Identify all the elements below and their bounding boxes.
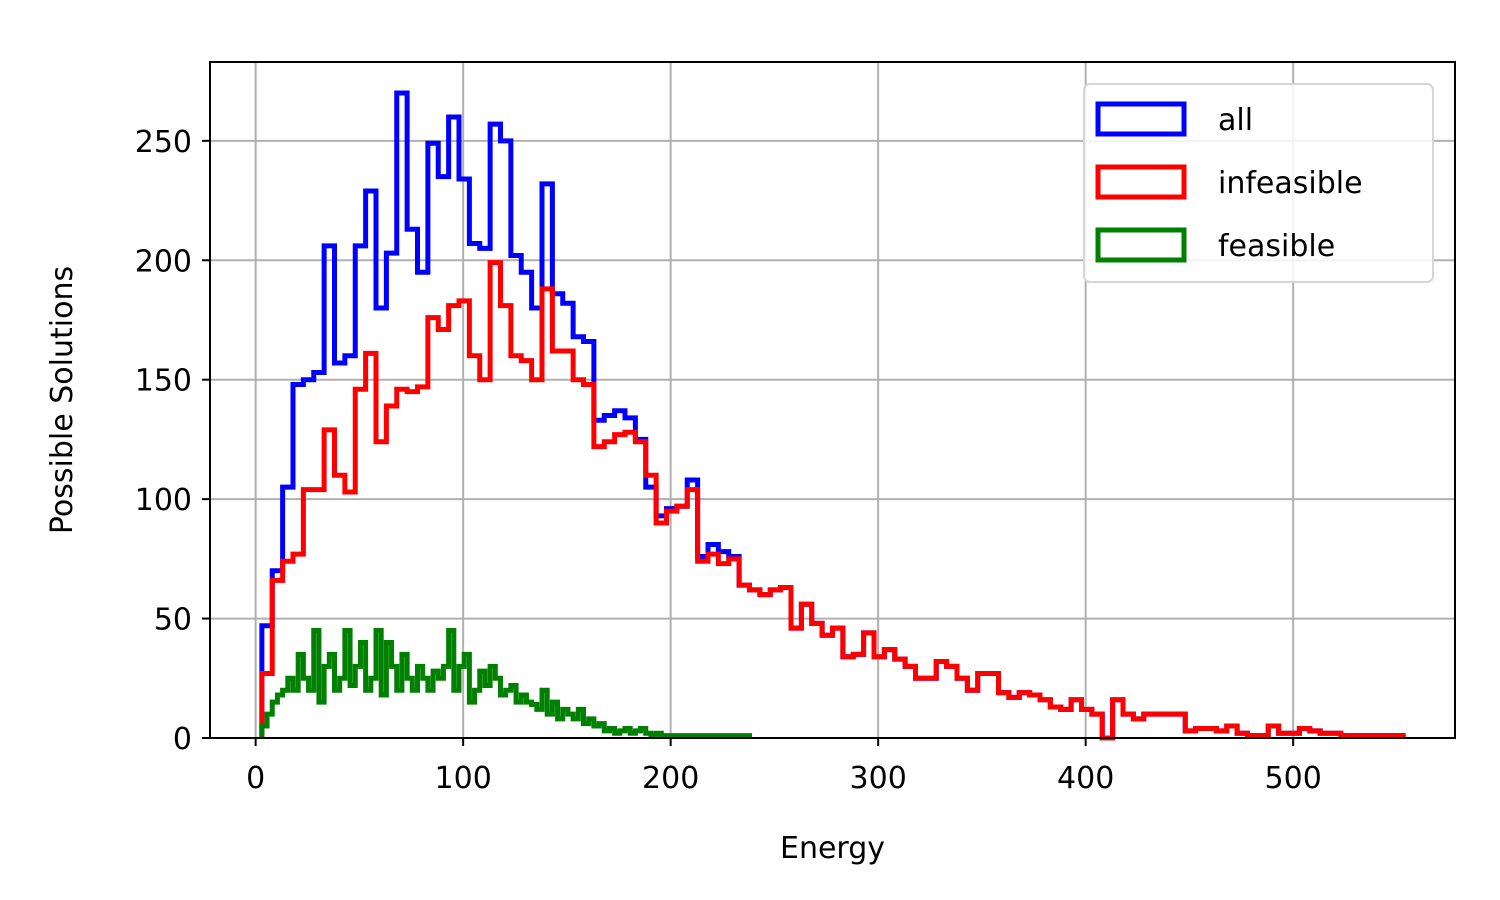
legend-swatch-infeasible xyxy=(1095,164,1187,200)
x-tick-label: 500 xyxy=(1265,761,1322,796)
y-tick-label: 150 xyxy=(135,364,192,399)
x-tick-label: 300 xyxy=(850,761,907,796)
series-infeasible-histogram xyxy=(259,260,1406,741)
y-tick-label: 50 xyxy=(154,603,192,638)
legend-swatch-all xyxy=(1095,101,1187,137)
x-tick-label: 400 xyxy=(1057,761,1114,796)
legend-label-all: all xyxy=(1218,103,1253,138)
x-tick-label: 0 xyxy=(246,761,265,796)
histogram-series xyxy=(259,90,1406,741)
x-axis-title: Energy xyxy=(780,831,885,866)
series-feasible-histogram xyxy=(259,628,752,739)
y-tick-label: 200 xyxy=(135,244,192,279)
y-axis-ticks: 0 50 100 150 200 250 xyxy=(135,125,210,757)
y-tick-label: 250 xyxy=(135,125,192,160)
legend-swatch-feasible xyxy=(1095,227,1187,263)
plot-frame xyxy=(209,61,1456,739)
y-tick-label: 0 xyxy=(173,722,192,757)
legend: all infeasible feasible xyxy=(1083,83,1434,283)
x-tick-label: 100 xyxy=(435,761,492,796)
y-axis-title: Possible Solutions xyxy=(45,266,80,534)
x-axis-ticks: 0 100 200 300 400 500 xyxy=(246,738,1322,796)
legend-label-infeasible: infeasible xyxy=(1218,166,1363,201)
legend-label-feasible: feasible xyxy=(1218,229,1335,264)
y-tick-label: 100 xyxy=(135,483,192,518)
x-tick-label: 200 xyxy=(642,761,699,796)
